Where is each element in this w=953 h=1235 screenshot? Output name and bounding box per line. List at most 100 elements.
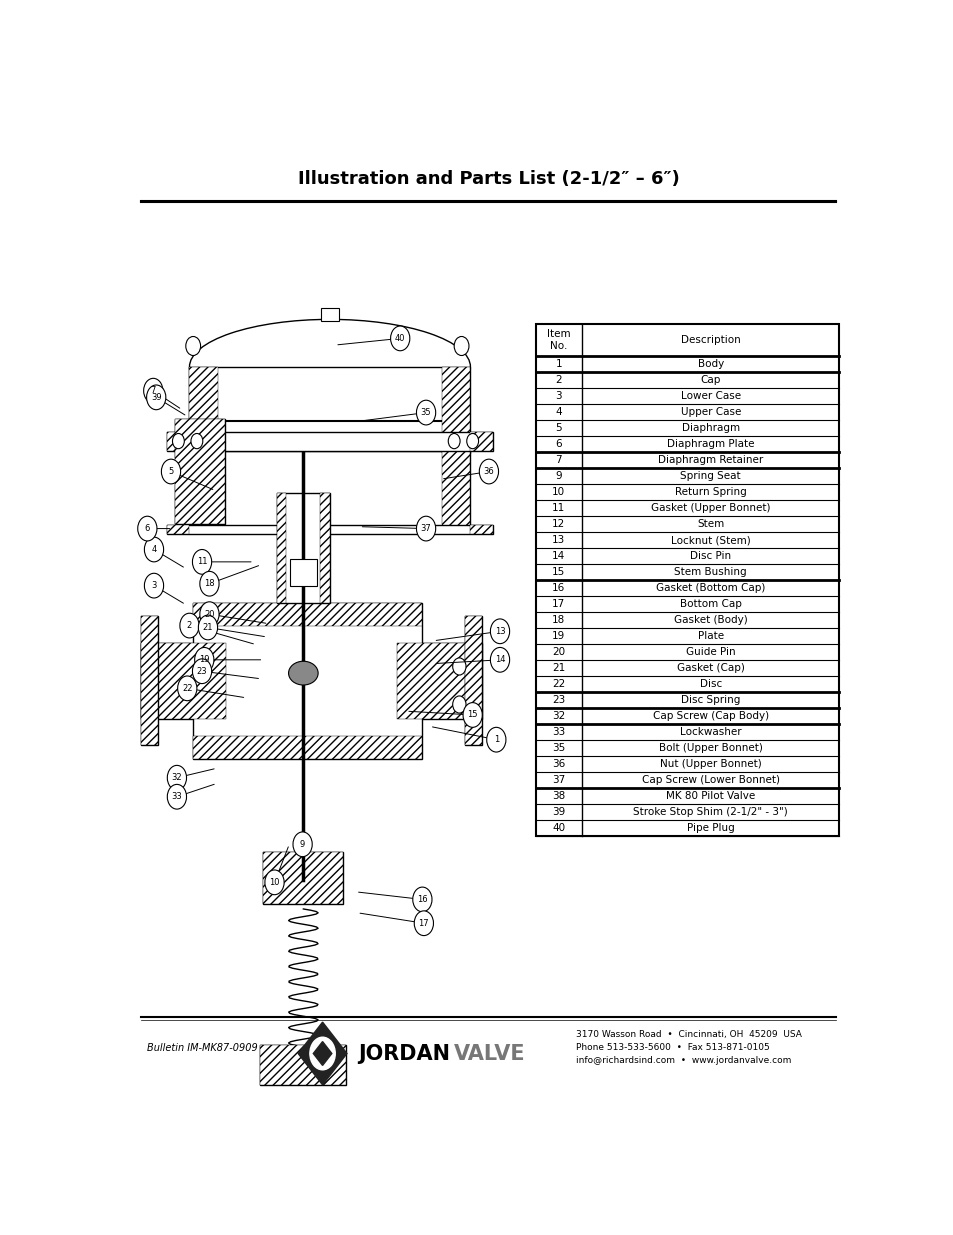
Text: Diaphragm: Diaphragm	[681, 424, 739, 433]
Text: 18: 18	[204, 579, 214, 588]
Text: 19: 19	[552, 631, 565, 641]
Bar	[465, 616, 481, 746]
Circle shape	[147, 385, 166, 410]
Bar	[193, 603, 422, 758]
Ellipse shape	[288, 661, 317, 685]
Text: 3: 3	[152, 582, 156, 590]
Circle shape	[172, 433, 184, 448]
Bar	[263, 852, 343, 904]
Text: 40: 40	[552, 823, 565, 832]
Text: Gasket (Upper Bonnet): Gasket (Upper Bonnet)	[650, 503, 770, 514]
Text: 17: 17	[418, 919, 429, 927]
Text: Body: Body	[697, 359, 723, 369]
Circle shape	[191, 433, 203, 448]
Bar	[535, 324, 839, 836]
Text: 6: 6	[555, 440, 561, 450]
Text: Lockwasher: Lockwasher	[679, 727, 740, 737]
Bar	[167, 525, 190, 535]
Text: 23: 23	[196, 667, 207, 676]
Text: Plate: Plate	[697, 631, 723, 641]
Text: 35: 35	[420, 408, 431, 417]
Circle shape	[454, 336, 469, 356]
Circle shape	[180, 614, 199, 638]
Text: 35: 35	[552, 743, 565, 753]
Text: 16: 16	[416, 895, 427, 904]
Text: VALVE: VALVE	[454, 1044, 525, 1063]
Text: 39: 39	[552, 806, 565, 816]
Text: 14: 14	[495, 656, 505, 664]
Bar	[193, 603, 422, 626]
Circle shape	[462, 703, 482, 727]
Text: Return Spring: Return Spring	[674, 488, 746, 498]
Bar	[442, 451, 470, 529]
Polygon shape	[298, 1023, 347, 1084]
Text: 16: 16	[552, 583, 565, 593]
Circle shape	[414, 911, 433, 936]
Text: Item
No.: Item No.	[546, 330, 570, 351]
Text: 5: 5	[168, 467, 173, 475]
Text: 9: 9	[555, 472, 561, 482]
Circle shape	[293, 832, 312, 857]
Text: 37: 37	[552, 774, 565, 784]
Bar	[141, 642, 226, 719]
Text: 15: 15	[467, 710, 477, 720]
Text: 22: 22	[552, 679, 565, 689]
Text: Description: Description	[680, 335, 740, 346]
Bar	[174, 419, 225, 524]
Text: 36: 36	[483, 467, 494, 475]
Circle shape	[161, 459, 180, 484]
Bar	[190, 367, 217, 452]
Bar	[320, 494, 330, 603]
Text: 38: 38	[552, 790, 565, 800]
Circle shape	[144, 573, 163, 598]
Text: 1: 1	[493, 735, 498, 745]
Text: 18: 18	[552, 615, 565, 625]
Text: 10: 10	[552, 488, 565, 498]
Text: Pipe Plug: Pipe Plug	[686, 823, 734, 832]
Text: 32: 32	[172, 773, 182, 782]
Bar	[260, 1045, 346, 1084]
Bar	[260, 1045, 346, 1084]
Bar	[290, 559, 316, 585]
Circle shape	[177, 676, 196, 700]
Bar	[193, 736, 422, 758]
Circle shape	[453, 658, 465, 676]
Text: Stem: Stem	[697, 519, 723, 530]
Text: Bottom Cap: Bottom Cap	[679, 599, 740, 609]
Text: 14: 14	[552, 551, 565, 561]
Bar	[396, 642, 481, 719]
Circle shape	[413, 887, 432, 911]
Text: 20: 20	[552, 647, 565, 657]
Bar	[263, 852, 343, 904]
Text: 23: 23	[552, 695, 565, 705]
Circle shape	[137, 516, 157, 541]
Text: 3: 3	[555, 391, 561, 401]
Circle shape	[490, 619, 509, 643]
Circle shape	[193, 658, 212, 684]
Bar	[190, 367, 470, 452]
Text: Spring Seat: Spring Seat	[679, 472, 740, 482]
Bar	[167, 431, 190, 451]
Text: 11: 11	[552, 503, 565, 514]
Text: 4: 4	[152, 545, 156, 555]
Text: 17: 17	[552, 599, 565, 609]
Text: Bolt (Upper Bonnet): Bolt (Upper Bonnet)	[659, 743, 761, 753]
Circle shape	[486, 727, 505, 752]
Text: 10: 10	[269, 878, 279, 887]
Text: 32: 32	[552, 711, 565, 721]
Text: 37: 37	[420, 524, 431, 534]
Text: MK 80 Pilot Valve: MK 80 Pilot Valve	[665, 790, 755, 800]
Text: Diaphragm Retainer: Diaphragm Retainer	[658, 456, 762, 466]
Circle shape	[186, 336, 200, 356]
Text: 5: 5	[555, 424, 561, 433]
Text: 12: 12	[552, 519, 565, 530]
Circle shape	[416, 400, 436, 425]
Text: Nut (Upper Bonnet): Nut (Upper Bonnet)	[659, 758, 760, 769]
Circle shape	[478, 459, 498, 484]
Circle shape	[265, 869, 284, 894]
Text: 21: 21	[202, 622, 213, 632]
Text: 19: 19	[199, 656, 210, 664]
Text: 11: 11	[196, 557, 207, 567]
Circle shape	[167, 784, 187, 809]
Text: 6: 6	[145, 524, 150, 534]
